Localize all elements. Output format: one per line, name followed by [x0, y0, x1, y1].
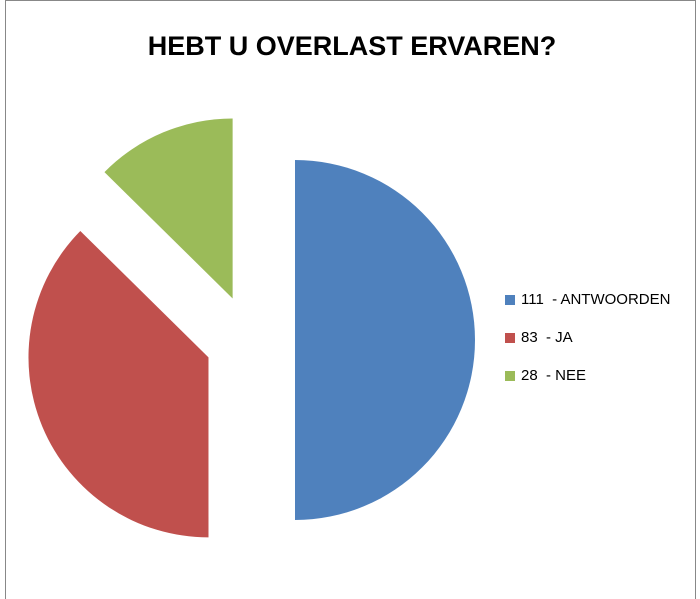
pie-slice [104, 118, 233, 299]
legend-swatch [505, 333, 515, 343]
legend-label: 28 - NEE [521, 367, 586, 384]
chart-title: HEBT U OVERLAST ERVAREN? [148, 31, 557, 61]
legend-swatch [505, 371, 515, 381]
pie-slice [28, 230, 209, 538]
legend-swatch [505, 295, 515, 305]
pie-slice [295, 160, 475, 520]
legend-label: 111 - ANTWOORDEN [521, 291, 670, 308]
legend-label: 83 - JA [521, 329, 573, 346]
